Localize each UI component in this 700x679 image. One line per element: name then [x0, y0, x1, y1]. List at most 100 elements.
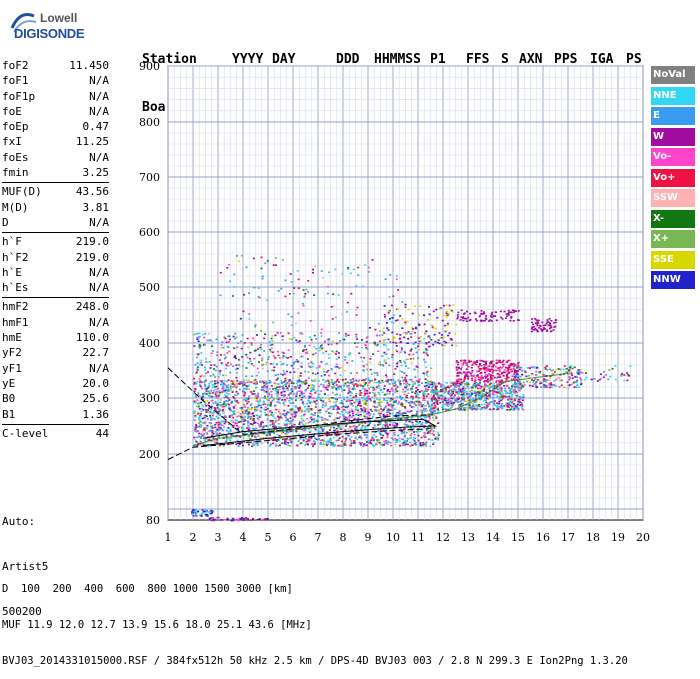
echo-point [360, 405, 362, 407]
echo-point [384, 359, 386, 361]
echo-point [532, 324, 534, 326]
echo-point [229, 281, 231, 283]
echo-point [269, 445, 271, 447]
echo-point [462, 318, 464, 320]
echo-point [295, 396, 297, 398]
echo-point [480, 320, 482, 322]
echo-point [407, 388, 409, 390]
echo-point [278, 426, 280, 428]
echo-point [348, 416, 350, 418]
echo-point [519, 390, 521, 392]
echo-point [368, 441, 370, 443]
echo-point [264, 412, 266, 414]
echo-point [365, 344, 367, 346]
echo-point [336, 343, 338, 345]
echo-point [224, 358, 226, 360]
echo-point [334, 430, 336, 432]
echo-point [354, 342, 356, 344]
echo-point [549, 318, 551, 320]
echo-point [338, 367, 340, 369]
echo-point [303, 414, 305, 416]
echo-point [404, 377, 406, 379]
echo-point [312, 373, 314, 375]
echo-point [365, 401, 367, 403]
echo-point [278, 423, 280, 425]
echo-point [219, 359, 221, 361]
echo-point [308, 398, 310, 400]
echo-point [361, 347, 363, 349]
echo-point [286, 397, 288, 399]
echo-point [425, 330, 427, 332]
echo-point [208, 402, 210, 404]
echo-point [450, 385, 452, 387]
echo-point [234, 399, 236, 401]
echo-point [442, 315, 444, 317]
echo-point [223, 336, 225, 338]
echo-point [327, 293, 329, 295]
echo-point [288, 385, 290, 387]
echo-point [427, 430, 429, 432]
echo-point [214, 364, 216, 366]
echo-point [504, 311, 506, 313]
echo-point [540, 386, 542, 388]
echo-point [356, 439, 358, 441]
echo-point [427, 383, 429, 385]
echo-point [396, 413, 398, 415]
echo-point [274, 357, 276, 359]
echo-point [452, 304, 454, 306]
echo-point [302, 410, 304, 412]
echo-point [383, 444, 385, 446]
echo-point [303, 404, 305, 406]
echo-point [400, 370, 402, 372]
echo-point [392, 405, 394, 407]
echo-point [459, 409, 461, 411]
echo-point [242, 428, 244, 430]
echo-point [339, 445, 341, 447]
echo-point [430, 394, 432, 396]
echo-point [326, 371, 328, 373]
echo-point [429, 405, 431, 407]
echo-point [433, 398, 435, 400]
echo-point [538, 320, 540, 322]
echo-point [519, 369, 521, 371]
echo-point [375, 419, 377, 421]
echo-point [234, 338, 236, 340]
echo-point [488, 385, 490, 387]
echo-point [444, 399, 446, 401]
echo-point [431, 391, 433, 393]
echo-point [552, 373, 554, 375]
echo-point [194, 419, 196, 421]
echo-point [522, 409, 524, 411]
echo-point [370, 439, 372, 441]
echo-point [404, 435, 406, 437]
echo-point [425, 443, 427, 445]
echo-point [196, 357, 198, 359]
echo-point [473, 361, 475, 363]
echo-point [228, 351, 230, 353]
echo-point [220, 347, 222, 349]
echo-point [398, 401, 400, 403]
echo-point [392, 394, 394, 396]
echo-point [461, 367, 463, 369]
echo-point [279, 413, 281, 415]
echo-point [303, 440, 305, 442]
echo-point [233, 413, 235, 415]
echo-point [433, 411, 435, 413]
echo-point [457, 368, 459, 370]
echo-point [449, 392, 451, 394]
echo-point [196, 441, 198, 443]
echo-point [350, 444, 352, 446]
echo-point [332, 445, 334, 447]
echo-point [345, 333, 347, 335]
echo-point [315, 338, 317, 340]
echo-point [252, 337, 254, 339]
echo-point [275, 409, 277, 411]
echo-point [206, 416, 208, 418]
echo-point [261, 389, 263, 391]
echo-point [535, 374, 537, 376]
echo-point [209, 415, 211, 417]
echo-point [487, 366, 489, 368]
echo-point [248, 362, 250, 364]
echo-point [228, 399, 230, 401]
echo-point [195, 383, 197, 385]
